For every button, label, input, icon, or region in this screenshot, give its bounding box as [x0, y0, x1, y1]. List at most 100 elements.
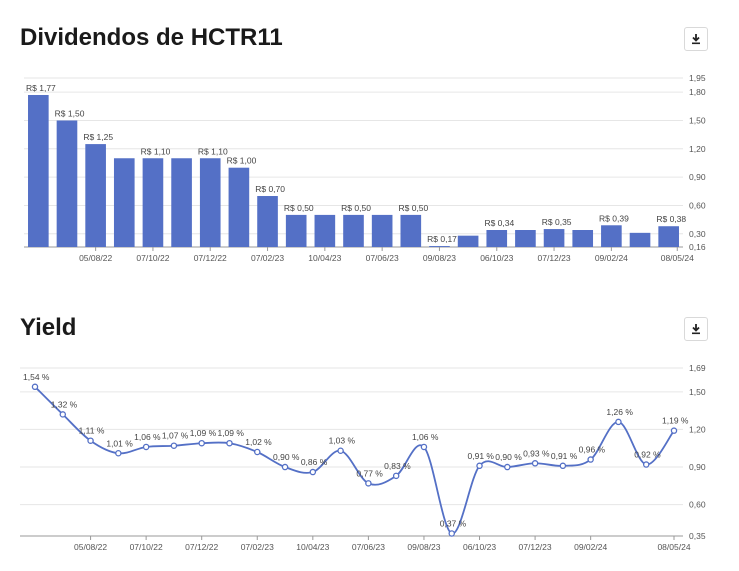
dividend-bar	[113, 158, 135, 247]
dividend-bar	[515, 230, 536, 247]
x-tick-label: 09/08/23	[407, 542, 440, 552]
x-tick-label: 07/12/22	[194, 253, 227, 263]
yield-point	[642, 461, 650, 468]
yield-title: Yield	[20, 314, 77, 341]
x-tick-label: 07/02/23	[251, 253, 284, 263]
dividend-bar	[343, 214, 364, 247]
y-tick-label: 0,60	[689, 200, 706, 210]
point-value-label: 1,07 %	[162, 431, 189, 441]
y-tick-label: 1,50	[689, 115, 706, 125]
dividend-bar	[629, 232, 651, 247]
dividend-bar	[543, 229, 565, 247]
yield-chart: 1,69 1,50 1,20 0,90 0,60 0,35 05/08/22 07/10/22…	[20, 363, 706, 552]
y-tick-label: 0,16	[689, 242, 706, 252]
bar-value-label: R$ 1,10	[198, 146, 228, 156]
bar-value-label: R$ 1,25	[83, 132, 113, 142]
point-value-label: 1,01 %	[106, 438, 133, 448]
point-value-label: 1,54 %	[23, 372, 50, 382]
x-tick-label: 07/12/23	[538, 253, 571, 263]
x-tick-label: 06/10/23	[480, 253, 513, 263]
yield-point	[254, 448, 261, 456]
bar-value-label: R$ 0,50	[341, 203, 371, 213]
bar-value-label: R$ 0,39	[599, 213, 629, 223]
bar-value-label: R$ 0,34	[484, 218, 514, 228]
yield-point	[115, 450, 122, 457]
yield-point	[281, 463, 289, 471]
yield-point	[504, 463, 511, 471]
yield-point	[87, 437, 94, 444]
dividend-bar	[572, 230, 594, 247]
bar-value-label: R$ 0,50	[398, 203, 428, 213]
bar-value-label: R$ 0,17	[427, 234, 457, 244]
yield-point	[670, 427, 678, 434]
x-tick-label: 05/08/22	[79, 253, 112, 263]
dividend-bar	[228, 167, 250, 247]
download-icon	[692, 324, 700, 335]
point-value-label: 0,91 %	[468, 451, 495, 461]
yield-point	[309, 468, 317, 476]
x-tick-label: 09/02/24	[574, 542, 607, 552]
dividend-bar	[142, 158, 164, 247]
dividends-chart: 1,95 1,80 1,50 1,20 0,90 0,60 0,30 0,16 05/08/22…	[24, 73, 706, 263]
dividend-bar	[285, 214, 307, 247]
dividend-bar	[457, 235, 479, 247]
point-value-label: 0,91 %	[551, 451, 578, 461]
yield-point	[531, 460, 539, 467]
x-tick-label: 10/04/23	[296, 542, 329, 552]
dividend-bar	[400, 214, 422, 247]
point-value-label: 1,06 %	[412, 432, 439, 442]
y-tick-label: 0,90	[689, 462, 706, 472]
dividend-bar	[486, 230, 508, 247]
yield-point	[337, 447, 344, 454]
yield-point	[365, 480, 372, 487]
x-tick-label: 08/05/24	[657, 542, 690, 552]
yield-point	[59, 411, 67, 418]
y-tick-label: 0,90	[689, 172, 706, 182]
yield-point	[559, 462, 567, 470]
yield-point	[226, 439, 233, 447]
y-tick-label: 1,80	[689, 87, 706, 97]
dividend-bar	[429, 246, 450, 247]
yield-point	[31, 383, 39, 391]
point-value-label: 1,32 %	[51, 399, 78, 409]
download-dividends-button[interactable]	[684, 27, 708, 51]
x-tick-label: 07/10/22	[136, 253, 169, 263]
bar-value-label: R$ 1,77	[26, 83, 56, 93]
bar-value-label: R$ 0,50	[284, 203, 314, 213]
point-value-label: 1,09 %	[190, 428, 217, 438]
bar-value-label: R$ 0,38	[656, 214, 686, 224]
dividend-bar	[28, 94, 49, 247]
point-value-label: 0,86 %	[301, 457, 328, 467]
bar-value-label: R$ 0,70	[255, 184, 285, 194]
dividend-bar	[371, 214, 393, 247]
dividend-bar	[601, 225, 622, 247]
yield-series-line	[34, 386, 675, 535]
yield-point	[198, 439, 205, 447]
dividends-title: Dividendos de HCTR11	[20, 24, 283, 51]
x-tick-label: 07/12/23	[519, 542, 552, 552]
yield-point	[142, 443, 150, 451]
y-tick-label: 0,35	[689, 531, 706, 541]
y-tick-label: 0,30	[689, 229, 706, 239]
dividend-bar	[171, 158, 192, 247]
yield-point	[476, 462, 483, 470]
x-tick-label: 09/08/23	[423, 253, 456, 263]
point-value-label: 0,83 %	[384, 461, 411, 471]
x-tick-label: 09/02/24	[595, 253, 628, 263]
download-yield-button[interactable]	[684, 317, 708, 341]
x-tick-label: 05/08/22	[74, 542, 107, 552]
yield-point	[587, 456, 594, 463]
x-tick-label: 07/12/22	[185, 542, 218, 552]
point-value-label: 0,77 %	[356, 468, 383, 478]
bar-value-label: R$ 0,35	[542, 217, 572, 227]
y-tick-label: 0,60	[689, 500, 706, 510]
x-tick-label: 08/05/24	[661, 253, 694, 263]
y-tick-label: 1,20	[689, 424, 706, 434]
x-tick-label: 07/06/23	[366, 253, 399, 263]
dividend-bar	[56, 120, 78, 247]
yield-point	[420, 443, 428, 451]
point-value-label: 0,93 %	[523, 448, 550, 458]
point-value-label: 0,92 %	[634, 450, 661, 460]
bar-value-label: R$ 1,50	[55, 108, 85, 118]
y-tick-label: 1,95	[689, 73, 706, 83]
